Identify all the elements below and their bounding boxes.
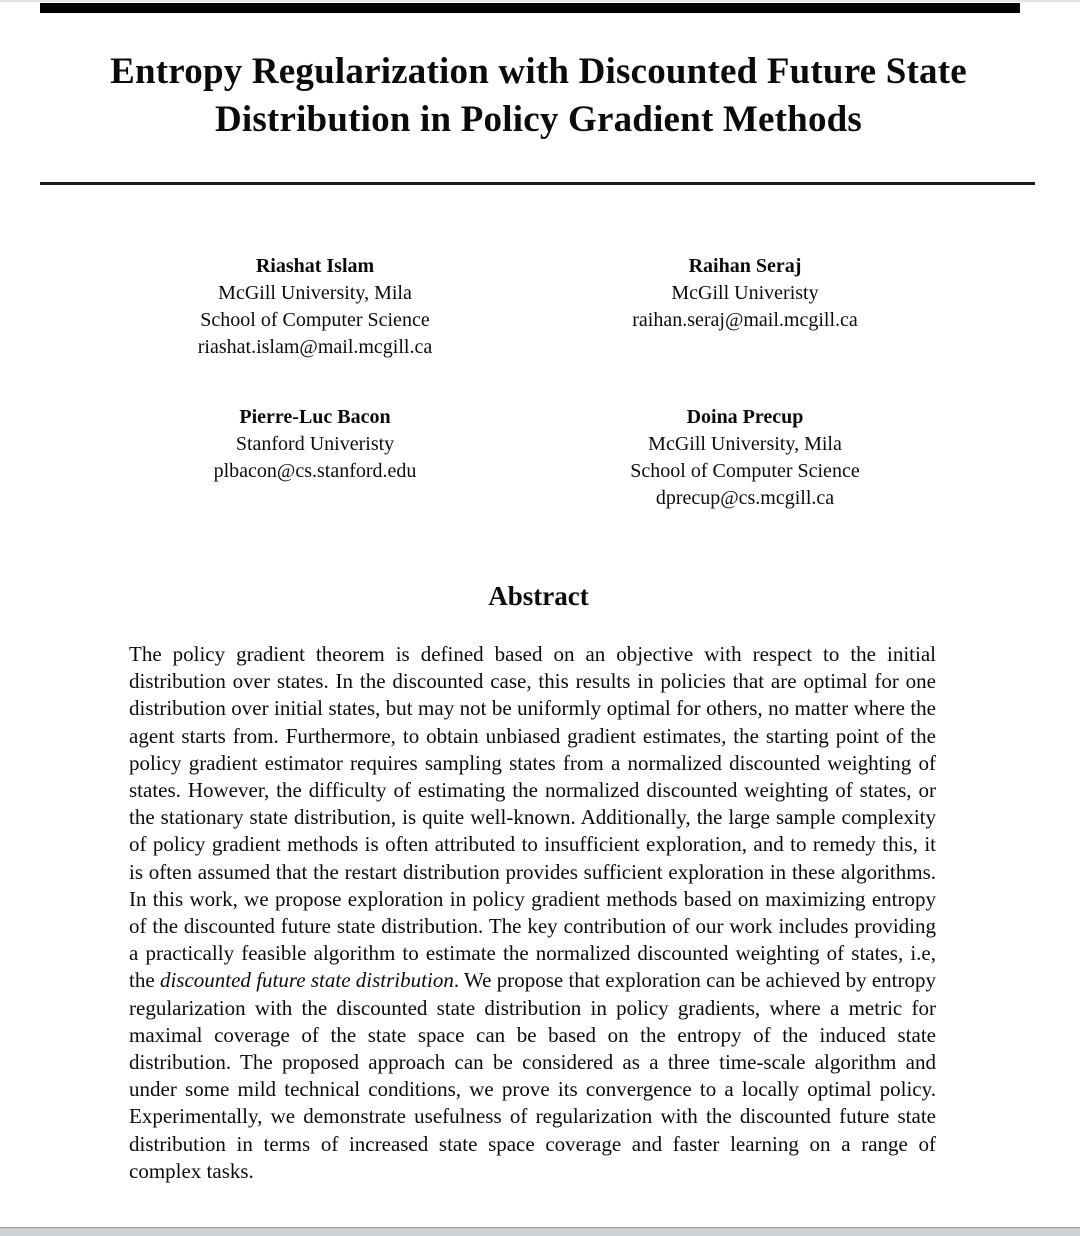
paper-title-line-1: Entropy Regularization with Discounted F… [110,51,967,92]
abstract-italic-phrase: discounted future state distribution [159,968,454,993]
abstract-text-part2: . We propose that exploration can be ach… [129,968,937,1183]
abstract-heading: Abstract [488,581,589,611]
title-rule [40,182,1035,185]
window-bottom-edge [0,1227,1080,1236]
author-block-raihan-seraj: Raihan Seraj McGill Univeristy raihan.se… [530,253,960,361]
author-name: Doina Precup [686,406,804,428]
page-top-bar [40,3,1020,13]
author-affiliation: School of Computer Science [630,460,860,482]
window-top-edge [0,0,1080,2]
author-name: Raihan Seraj [688,255,802,277]
author-block-doina-precup: Doina Precup McGill University, Mila Sch… [530,404,960,512]
paper-title: Entropy Regularization with Discounted F… [40,48,1037,144]
author-email: riashat.islam@mail.mcgill.ca [197,336,433,358]
authors-row-1: Riashat Islam McGill University, Mila Sc… [100,253,960,361]
author-affiliation: McGill Univeristy [671,282,819,304]
author-affiliation: Stanford Univeristy [235,433,395,455]
author-affiliation: McGill University, Mila [218,282,412,304]
abstract-text-part1: The policy gradient theorem is defined b… [129,642,936,993]
abstract-text: The policy gradient theorem is defined b… [129,641,936,1185]
author-block-riashat-islam: Riashat Islam McGill University, Mila Sc… [100,253,530,361]
author-email: plbacon@cs.stanford.edu [213,460,417,482]
author-block-pierre-luc-bacon: Pierre-Luc Bacon Stanford Univeristy plb… [100,404,530,512]
authors-row-2: Pierre-Luc Bacon Stanford Univeristy plb… [100,404,960,512]
author-affiliation: School of Computer Science [200,309,430,331]
paper-title-line-2: Distribution in Policy Gradient Methods [214,99,863,140]
author-email: dprecup@cs.mcgill.ca [655,487,835,509]
author-affiliation: McGill University, Mila [648,433,842,455]
author-email: raihan.seraj@mail.mcgill.ca [632,309,858,331]
author-name: Riashat Islam [255,255,375,277]
author-name: Pierre-Luc Bacon [239,406,391,428]
